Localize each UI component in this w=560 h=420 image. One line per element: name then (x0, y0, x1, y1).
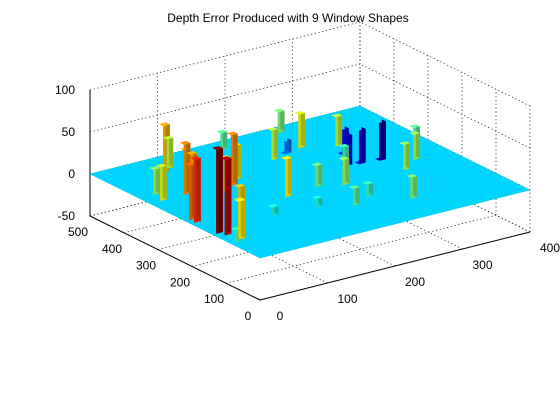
data-bar (338, 156, 350, 186)
y-axis-line (89, 215, 261, 301)
y-tick-label: 200 (170, 275, 190, 289)
data-bar (409, 131, 421, 161)
x-tick-label: 100 (337, 292, 357, 306)
data-bar (220, 156, 232, 236)
x-tick-label: 400 (540, 241, 560, 255)
data-bar (212, 146, 223, 234)
data-bar (216, 129, 228, 151)
data-bar (149, 166, 160, 196)
data-bar (281, 155, 292, 198)
data-bar (226, 131, 238, 186)
data-bar (234, 198, 245, 240)
y-tick-label: 500 (68, 225, 88, 239)
data-bar (311, 162, 323, 188)
data-bar (273, 108, 285, 134)
data-bar (354, 126, 366, 165)
y-tick-label: 0 (245, 309, 252, 323)
data-bar (267, 203, 279, 216)
data-bar (375, 119, 386, 161)
data-bar (280, 138, 292, 155)
z-tick-label: 0 (68, 167, 75, 181)
data-bar (331, 113, 343, 147)
y-tick-label: 300 (136, 259, 156, 273)
grid-line (89, 21, 361, 91)
grid-line (89, 63, 361, 133)
x-tick-label: 200 (405, 275, 425, 289)
data-bar (155, 163, 167, 202)
z-tick-label: 100 (55, 83, 75, 97)
data-bar (311, 195, 323, 208)
tick-labels: 0 100 200 300 400 0 100 200 300 400 500 -50 0 50 100 (55, 83, 560, 323)
data-bar (189, 156, 201, 223)
data-bar (162, 135, 174, 169)
y-tick-label: 400 (102, 242, 122, 256)
z-tick-label: -50 (58, 209, 76, 223)
data-bar (294, 111, 305, 149)
chart-title: Depth Error Produced with 9 Window Shape… (167, 11, 408, 25)
data-bar (338, 143, 350, 161)
data-bar (406, 174, 418, 199)
y-tick-label: 100 (204, 292, 224, 306)
data-bar (362, 180, 374, 198)
data-bar (399, 141, 411, 171)
x-tick-label: 0 (277, 309, 284, 323)
data-bar (348, 185, 360, 206)
data-bar (267, 127, 278, 161)
grid-line (225, 214, 497, 284)
surface-plot (89, 105, 531, 259)
x-axis-line (259, 231, 531, 301)
x-tick-label: 300 (472, 258, 492, 272)
z-tick-label: 50 (62, 125, 76, 139)
grid-line (359, 21, 531, 107)
